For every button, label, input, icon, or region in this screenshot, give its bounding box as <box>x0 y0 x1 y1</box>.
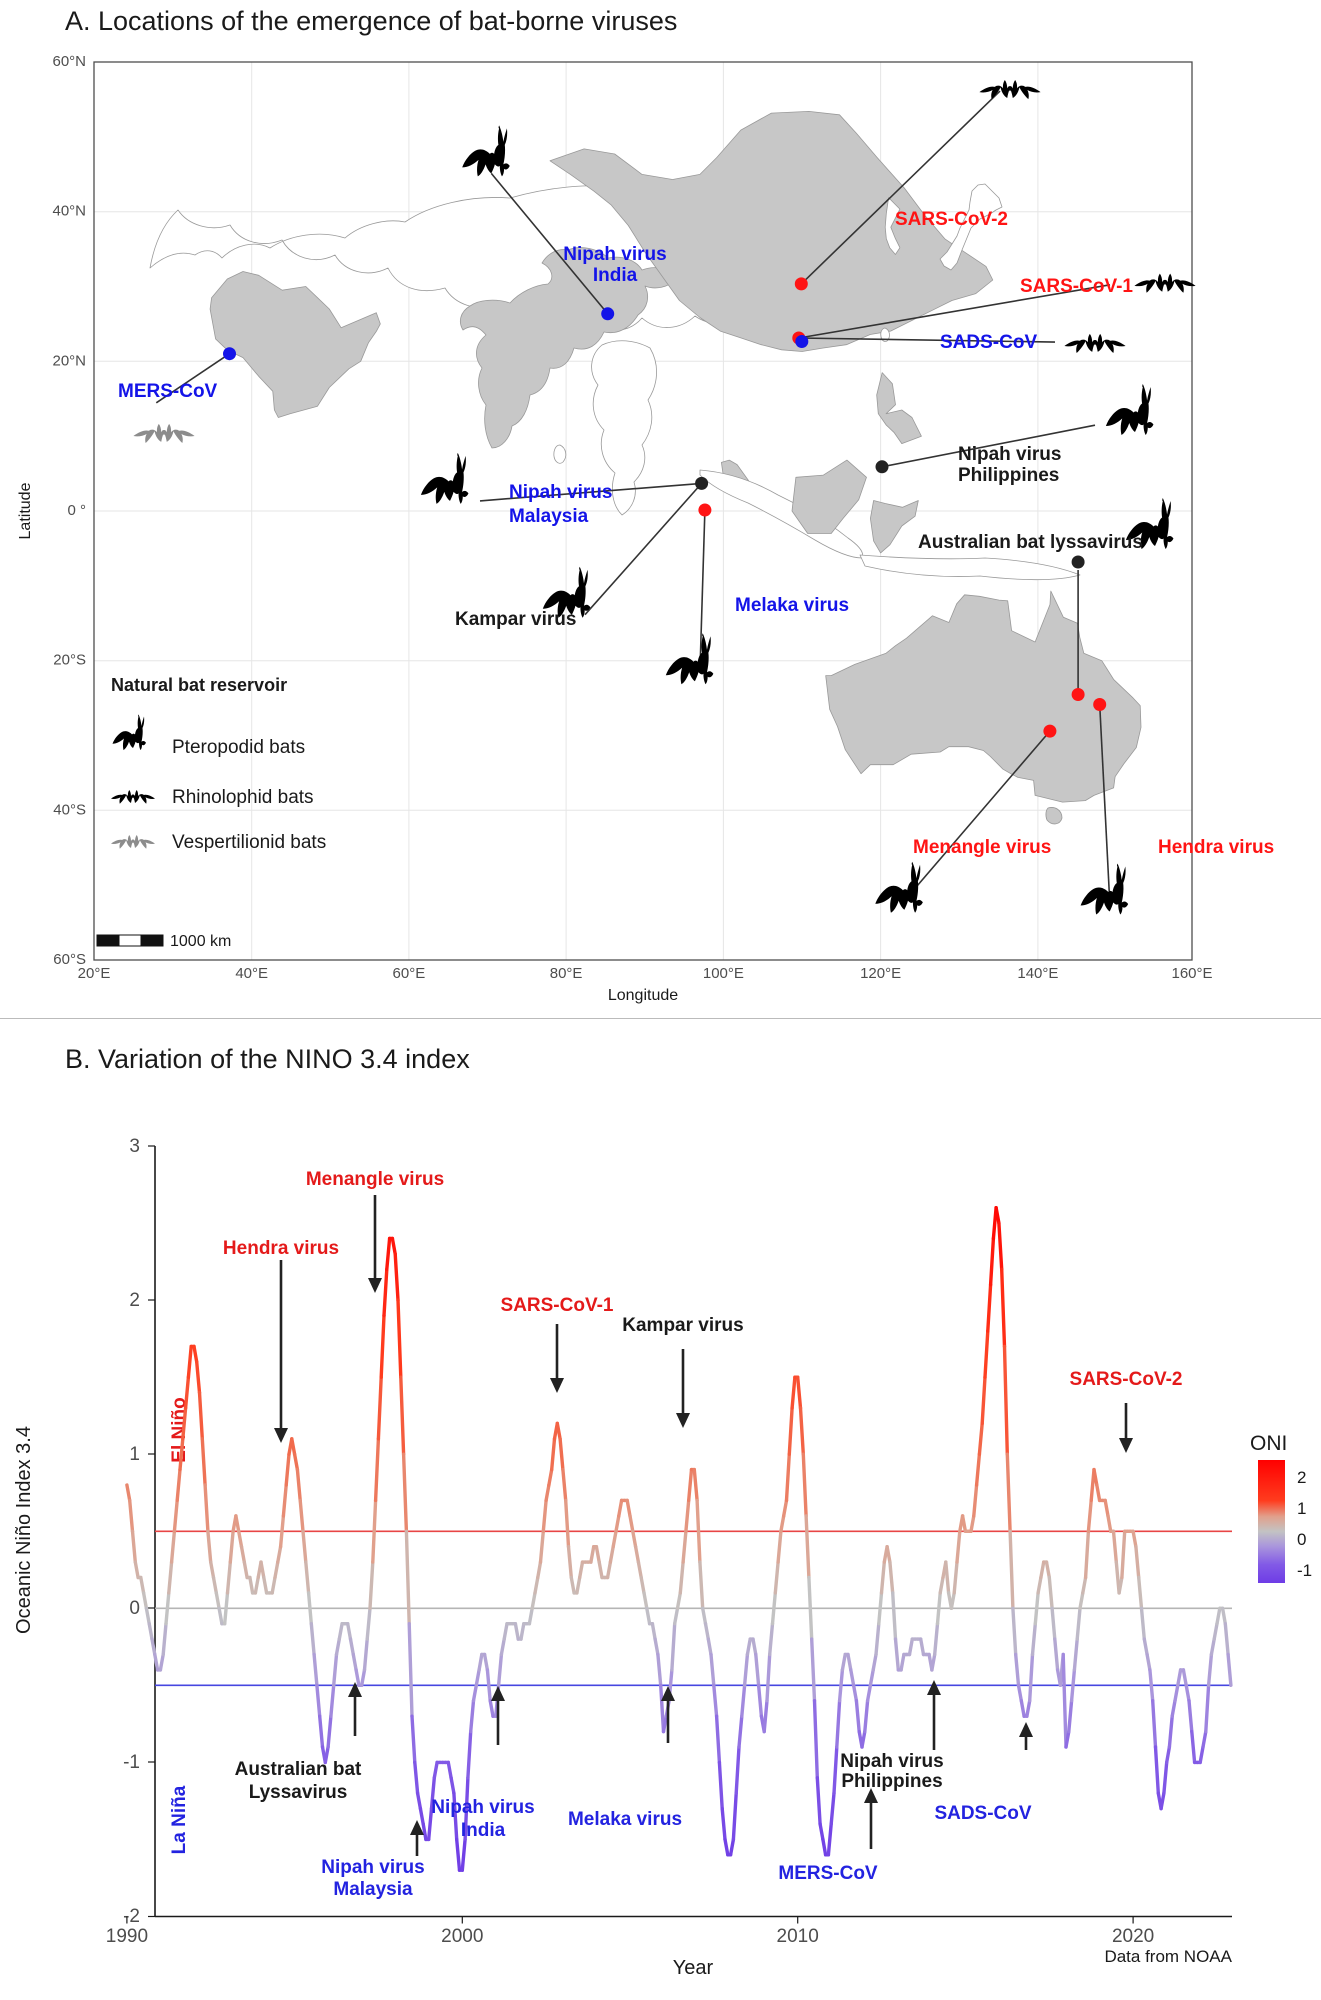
svg-text:Natural bat reservoir: Natural bat reservoir <box>111 675 287 695</box>
svg-text:La Niña: La Niña <box>169 1785 190 1854</box>
svg-text:Hendra virus: Hendra virus <box>223 1238 339 1259</box>
svg-text:120°E: 120°E <box>860 965 901 982</box>
svg-text:1990: 1990 <box>106 1926 148 1947</box>
svg-text:Longitude: Longitude <box>608 987 678 1004</box>
svg-text:Nipah virus: Nipah virus <box>563 244 666 265</box>
svg-text:60°E: 60°E <box>393 965 426 982</box>
svg-text:2020: 2020 <box>1112 1926 1154 1947</box>
svg-text:Melaka virus: Melaka virus <box>735 595 849 616</box>
svg-text:Vespertilionid bats: Vespertilionid bats <box>172 832 326 853</box>
svg-text:SADS-CoV: SADS-CoV <box>934 1803 1031 1824</box>
svg-text:Australian bat: Australian bat <box>235 1759 362 1780</box>
svg-text:MERS-CoV: MERS-CoV <box>778 1863 878 1884</box>
svg-text:Philippines: Philippines <box>958 465 1059 486</box>
svg-text:2010: 2010 <box>777 1926 819 1947</box>
svg-text:SARS-CoV-2: SARS-CoV-2 <box>895 209 1008 230</box>
svg-text:40°N: 40°N <box>52 203 86 220</box>
svg-text:ONI: ONI <box>1250 1432 1287 1455</box>
svg-text:2: 2 <box>1297 1468 1306 1487</box>
svg-text:Menangle virus: Menangle virus <box>913 837 1051 858</box>
svg-text:-1: -1 <box>123 1752 140 1773</box>
svg-text:India: India <box>461 1820 506 1841</box>
svg-text:India: India <box>593 265 638 286</box>
svg-text:40°S: 40°S <box>53 801 86 818</box>
svg-text:Kampar virus: Kampar virus <box>455 609 576 630</box>
svg-text:Australian bat lyssavirus: Australian bat lyssavirus <box>918 532 1143 553</box>
svg-text:A. Locations of the emergence: A. Locations of the emergence of bat-bor… <box>65 6 677 36</box>
svg-text:SARS-CoV-2: SARS-CoV-2 <box>1070 1369 1183 1390</box>
svg-text:Nipah virus: Nipah virus <box>431 1797 534 1818</box>
svg-text:20°E: 20°E <box>78 965 111 982</box>
svg-text:2000: 2000 <box>441 1926 483 1947</box>
svg-text:Oceanic Niño Index 3.4: Oceanic Niño Index 3.4 <box>13 1426 35 1634</box>
svg-text:Nipah virus: Nipah virus <box>958 444 1061 465</box>
svg-text:0: 0 <box>129 1598 140 1619</box>
svg-text:160°E: 160°E <box>1171 965 1212 982</box>
svg-text:MERS-CoV: MERS-CoV <box>118 381 218 402</box>
svg-text:SARS-CoV-1: SARS-CoV-1 <box>501 1295 614 1316</box>
svg-text:Nipah virus: Nipah virus <box>509 482 612 503</box>
svg-text:Data from NOAA: Data from NOAA <box>1104 1947 1232 1966</box>
svg-text:Philippines: Philippines <box>841 1771 942 1792</box>
svg-text:SARS-CoV-1: SARS-CoV-1 <box>1020 276 1133 297</box>
svg-text:Kampar virus: Kampar virus <box>622 1315 743 1336</box>
svg-text:-2: -2 <box>123 1906 140 1927</box>
svg-text:0 °: 0 ° <box>67 502 86 519</box>
svg-text:Rhinolophid bats: Rhinolophid bats <box>172 787 314 808</box>
svg-text:80°E: 80°E <box>550 965 583 982</box>
svg-text:20°N: 20°N <box>52 352 86 369</box>
svg-text:Pteropodid bats: Pteropodid bats <box>172 737 305 758</box>
svg-text:Malaysia: Malaysia <box>333 1879 413 1900</box>
svg-text:Lyssavirus: Lyssavirus <box>249 1782 348 1803</box>
svg-text:60°N: 60°N <box>52 53 86 70</box>
svg-text:Melaka virus: Melaka virus <box>568 1809 682 1830</box>
svg-text:Menangle virus: Menangle virus <box>306 1169 444 1190</box>
svg-text:Latitude: Latitude <box>17 482 34 539</box>
svg-text:140°E: 140°E <box>1017 965 1058 982</box>
svg-text:40°E: 40°E <box>235 965 268 982</box>
svg-text:Year: Year <box>673 1957 714 1979</box>
svg-text:-1: -1 <box>1297 1561 1312 1580</box>
svg-text:1: 1 <box>1297 1499 1306 1518</box>
svg-text:Nipah virus: Nipah virus <box>840 1751 943 1772</box>
svg-text:100°E: 100°E <box>703 965 744 982</box>
svg-text:B. Variation of the NINO 3.4 i: B. Variation of the NINO 3.4 index <box>65 1044 470 1074</box>
svg-text:Hendra virus: Hendra virus <box>1158 837 1274 858</box>
svg-text:1000 km: 1000 km <box>170 933 231 950</box>
svg-text:0: 0 <box>1297 1530 1306 1549</box>
svg-text:1: 1 <box>129 1444 140 1465</box>
svg-text:SADS-CoV: SADS-CoV <box>940 332 1037 353</box>
svg-text:2: 2 <box>129 1290 140 1311</box>
svg-text:Nipah virus: Nipah virus <box>321 1857 424 1878</box>
svg-text:20°S: 20°S <box>53 652 86 669</box>
svg-text:Malaysia: Malaysia <box>509 506 589 527</box>
svg-text:3: 3 <box>129 1136 140 1157</box>
